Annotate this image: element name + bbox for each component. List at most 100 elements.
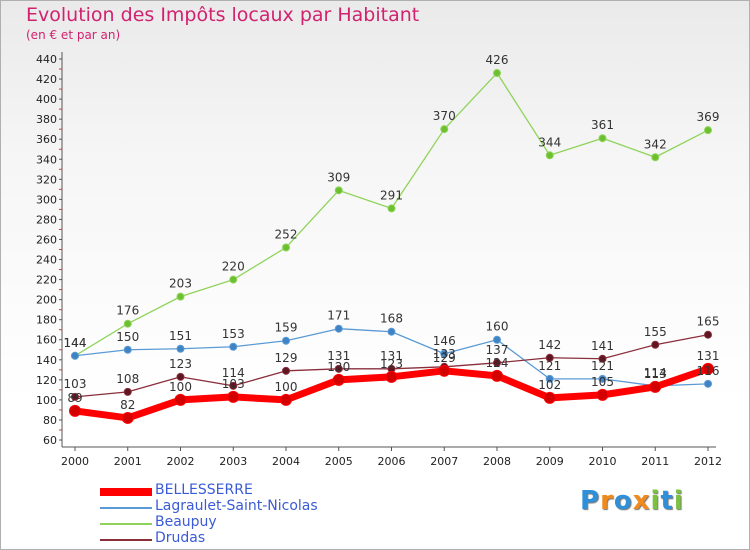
legend-label: Lagraulet-Saint-Nicolas [155, 498, 318, 514]
data-label: 291 [380, 188, 403, 202]
data-label: 89 [67, 391, 82, 405]
data-point [71, 351, 79, 360]
data-point [282, 366, 290, 375]
legend-swatch [100, 488, 152, 496]
chart-axes: 60 80 100 120 140 160 180 200 220 240 260 280 300 320… [36, 52, 722, 468]
data-label: 131 [380, 349, 403, 363]
data-label: 105 [591, 375, 614, 389]
data-label: 252 [275, 227, 298, 241]
logo-letter: i [650, 486, 661, 516]
data-label: 144 [64, 336, 87, 350]
data-label: 153 [222, 327, 245, 341]
data-label: 176 [116, 304, 139, 318]
chart-subtitle: (en € et par an) [26, 28, 121, 42]
data-label: 220 [222, 260, 245, 274]
series-layer [69, 69, 714, 424]
y-tick-label: 140 [36, 354, 57, 367]
legend-label: Drudas [155, 530, 206, 546]
data-point [491, 369, 503, 382]
x-tick-label: 2010 [589, 455, 617, 468]
y-tick-label: 320 [36, 173, 57, 186]
data-label: 171 [327, 309, 350, 323]
data-label: 141 [591, 339, 614, 353]
data-label: 82 [120, 398, 135, 412]
legend-swatch [100, 539, 152, 541]
legend-swatch [100, 507, 152, 509]
x-tick-label: 2000 [61, 455, 89, 468]
data-label: 151 [169, 329, 192, 343]
data-label: 121 [538, 359, 561, 373]
data-point [651, 340, 660, 349]
y-tick-label: 260 [36, 233, 57, 246]
data-label: 160 [486, 320, 509, 334]
y-tick-label: 340 [36, 153, 57, 166]
data-point [438, 364, 451, 377]
x-tick-label: 2003 [219, 455, 247, 468]
data-point [651, 153, 660, 162]
logo-letter: i [673, 486, 684, 516]
y-tick-label: 220 [36, 274, 57, 287]
data-point [334, 364, 343, 373]
data-label: 155 [644, 325, 667, 339]
y-tick-label: 80 [43, 414, 57, 427]
data-point [385, 370, 398, 383]
data-point [543, 391, 556, 404]
data-label: 159 [275, 321, 298, 335]
data-point [174, 393, 187, 406]
data-label: 165 [697, 315, 720, 329]
data-point [702, 362, 714, 375]
data-point [282, 336, 290, 345]
data-point [440, 125, 449, 134]
data-label: 344 [538, 135, 561, 149]
data-label: 103 [64, 377, 87, 391]
y-tick-label: 100 [36, 394, 57, 407]
data-label: 361 [591, 118, 614, 132]
data-point [282, 243, 290, 252]
data-point [334, 324, 343, 333]
data-label: 123 [169, 357, 192, 371]
data-point [704, 126, 712, 135]
data-label: 129 [433, 351, 456, 365]
data-point [704, 379, 712, 388]
data-label: 144 [64, 336, 87, 350]
y-tick-label: 120 [36, 374, 57, 387]
legend-label: Beaupuy [155, 514, 217, 530]
data-label: 103 [222, 377, 245, 391]
data-point [227, 390, 240, 403]
data-point [598, 134, 607, 143]
data-label: 113 [644, 367, 667, 381]
y-tick-label: 280 [36, 213, 57, 226]
data-label: 121 [591, 359, 614, 373]
data-label: 123 [380, 357, 403, 371]
data-label: 369 [697, 110, 720, 124]
data-point [69, 404, 81, 417]
data-label: 100 [169, 380, 192, 394]
data-point [493, 69, 501, 78]
data-point [598, 354, 607, 363]
data-point [440, 349, 449, 358]
y-tick-label: 420 [36, 73, 57, 86]
data-label: 133 [433, 347, 456, 361]
data-label: 116 [697, 364, 720, 378]
data-point [123, 345, 132, 354]
data-labels: 144 176 203 220 252 309 291 370 426 344 361 342 369 1… [64, 53, 720, 412]
data-point [280, 393, 292, 406]
data-label: 342 [644, 137, 667, 151]
data-label: 426 [486, 53, 509, 67]
x-tick-label: 2001 [114, 455, 142, 468]
data-point [596, 388, 609, 401]
data-label: 131 [697, 349, 720, 363]
data-point [123, 387, 132, 396]
data-point [332, 373, 345, 386]
data-label: 100 [275, 380, 298, 394]
data-point [176, 292, 185, 301]
data-point [121, 411, 134, 424]
data-point [71, 392, 79, 401]
data-point [545, 151, 554, 160]
y-tick-label: 60 [43, 434, 57, 447]
data-label: 309 [327, 170, 350, 184]
x-tick-label: 2012 [694, 455, 722, 468]
logo-letter: x [632, 486, 651, 516]
